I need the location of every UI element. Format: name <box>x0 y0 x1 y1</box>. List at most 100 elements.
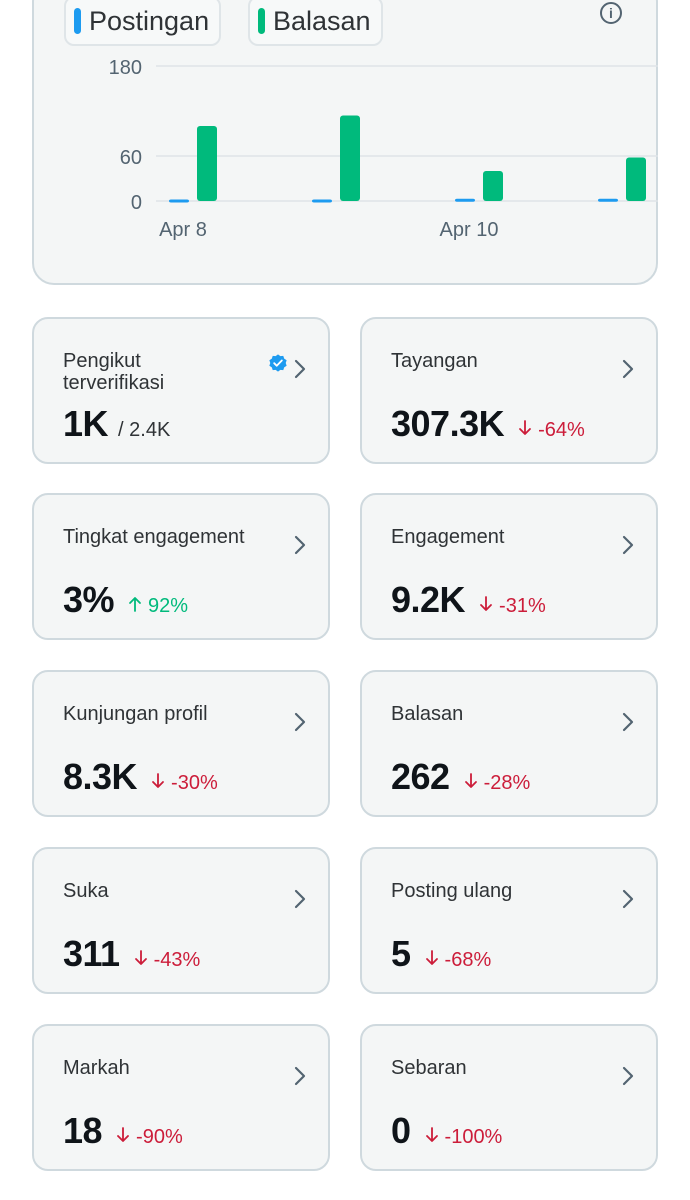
stat-card-kunjungan-profil[interactable]: Kunjungan profil 8.3K -30% <box>32 670 330 817</box>
stat-subvalue: / 2.4K <box>118 419 171 441</box>
stat-label: Tayangan <box>391 350 478 372</box>
chevron-right-icon <box>622 889 634 909</box>
bar-replies[interactable] <box>483 171 503 201</box>
legend-replies-label: Balasan <box>273 5 371 36</box>
stat-change: -43% <box>134 949 201 972</box>
y-tick-label: 180 <box>109 57 142 79</box>
stat-row: 8.3K -30% <box>63 756 218 798</box>
stat-change: -100% <box>425 1126 503 1149</box>
legend-posts-label: Postingan <box>89 5 210 36</box>
stat-value: 18 <box>63 1110 103 1151</box>
bar-posts[interactable] <box>598 198 618 202</box>
stat-row: 0 -100% <box>391 1110 502 1152</box>
bar-posts[interactable] <box>312 199 332 203</box>
stat-row: 18 -90% <box>63 1110 183 1152</box>
stat-row: 262 -28% <box>391 756 530 798</box>
bar-posts[interactable] <box>455 198 475 202</box>
verified-badge-icon <box>269 354 287 372</box>
bar-replies[interactable] <box>197 126 217 201</box>
chevron-right-icon <box>622 1066 634 1086</box>
stat-value: 307.3K <box>391 403 505 444</box>
stat-value: 5 <box>391 933 411 974</box>
stat-change: 92% <box>128 595 188 618</box>
stat-card-pengikut-terverifikasi[interactable]: Pengikut terverifikasi 1K / 2.4K <box>32 317 330 464</box>
arrow-down-icon <box>152 773 164 788</box>
stat-card-markah[interactable]: Markah 18 -90% <box>32 1024 330 1171</box>
stat-value: 0 <box>391 1110 411 1151</box>
chevron-right-icon <box>622 359 634 379</box>
stat-value: 262 <box>391 756 450 797</box>
stat-row: 5 -68% <box>391 933 491 975</box>
stat-row: 1K / 2.4K <box>63 403 170 445</box>
stat-label: Balasan <box>391 703 464 725</box>
bar-replies[interactable] <box>626 157 646 202</box>
bar-replies[interactable] <box>340 115 360 202</box>
stat-change-value: -30% <box>171 772 218 794</box>
arrow-down-icon <box>134 950 147 965</box>
stat-card-suka[interactable]: Suka 311 -43% <box>32 847 330 994</box>
stat-value: 8.3K <box>63 756 138 797</box>
legend-posts[interactable]: Postingan <box>64 0 222 46</box>
bar-posts[interactable] <box>169 199 189 203</box>
arrow-down-icon <box>425 950 438 965</box>
stat-label: Tingkat engagement <box>63 526 245 548</box>
stat-card-posting-ulang[interactable]: Posting ulang 5 -68% <box>360 847 658 994</box>
stat-change: -90% <box>116 1126 183 1149</box>
arrow-down-icon <box>480 596 492 611</box>
chevron-right-icon <box>294 535 306 555</box>
stat-row: 307.3K -64% <box>391 403 585 445</box>
arrow-down-icon <box>425 1127 438 1142</box>
chevron-right-icon <box>294 359 306 379</box>
arrow-down-icon <box>519 420 531 435</box>
legend-replies[interactable]: Balasan <box>248 0 383 46</box>
chevron-right-icon <box>622 712 634 732</box>
stat-change-value: -90% <box>136 1126 183 1148</box>
stat-change-value: -28% <box>483 772 531 794</box>
arrow-down-icon <box>117 1127 129 1142</box>
stat-card-sebaran[interactable]: Sebaran 0 -100% <box>360 1024 658 1171</box>
y-tick-label: 60 <box>120 147 142 169</box>
chevron-right-icon <box>294 712 306 732</box>
stat-label: Kunjungan profil <box>63 703 208 725</box>
posts-swatch <box>74 8 81 34</box>
stat-card-engagement[interactable]: Engagement 9.2K -31% <box>360 493 658 640</box>
stat-change: -68% <box>425 949 492 972</box>
chevron-right-icon <box>294 889 306 909</box>
stat-row: 9.2K -31% <box>391 579 546 621</box>
stat-card-balasan[interactable]: Balasan 262 -28% <box>360 670 658 817</box>
stat-label: Pengikut terverifikasi <box>63 350 165 394</box>
chevron-right-icon <box>622 535 634 555</box>
stat-row: 311 -43% <box>63 933 200 975</box>
stat-change: -31% <box>479 595 546 618</box>
stat-change-value: -31% <box>499 595 546 617</box>
stat-row: 3% 92% <box>63 579 188 621</box>
x-tick-label: Apr 8 <box>159 219 207 241</box>
y-tick-label: 0 <box>131 192 142 214</box>
stat-value: 9.2K <box>391 579 466 620</box>
stat-card-tingkat-engagement[interactable]: Tingkat engagement 3% 92% <box>32 493 330 640</box>
stat-label: Posting ulang <box>391 880 513 902</box>
stat-card-tayangan[interactable]: Tayangan 307.3K -64% <box>360 317 658 464</box>
stat-change: -28% <box>464 772 531 795</box>
stat-change: -30% <box>151 772 218 795</box>
stat-change-value: -100% <box>444 1126 503 1148</box>
stat-label: Sebaran <box>391 1057 467 1079</box>
stat-value: 311 <box>63 933 120 974</box>
arrow-down-icon <box>464 773 477 788</box>
stat-label: Engagement <box>391 526 505 548</box>
stat-label: Suka <box>63 880 109 902</box>
stat-label: Markah <box>63 1057 130 1079</box>
stat-value: 3% <box>63 579 115 620</box>
replies-swatch <box>258 8 265 34</box>
stat-change-value: -68% <box>444 949 492 971</box>
stat-change-value: 92% <box>148 595 189 617</box>
stat-change: -64% <box>518 419 585 442</box>
info-icon[interactable]: i <box>600 2 622 24</box>
stat-change-value: -43% <box>153 949 201 971</box>
stat-value: 1K <box>63 403 109 444</box>
arrow-up-icon <box>129 597 141 612</box>
chevron-right-icon <box>294 1066 306 1086</box>
stat-change-value: -64% <box>538 419 585 441</box>
